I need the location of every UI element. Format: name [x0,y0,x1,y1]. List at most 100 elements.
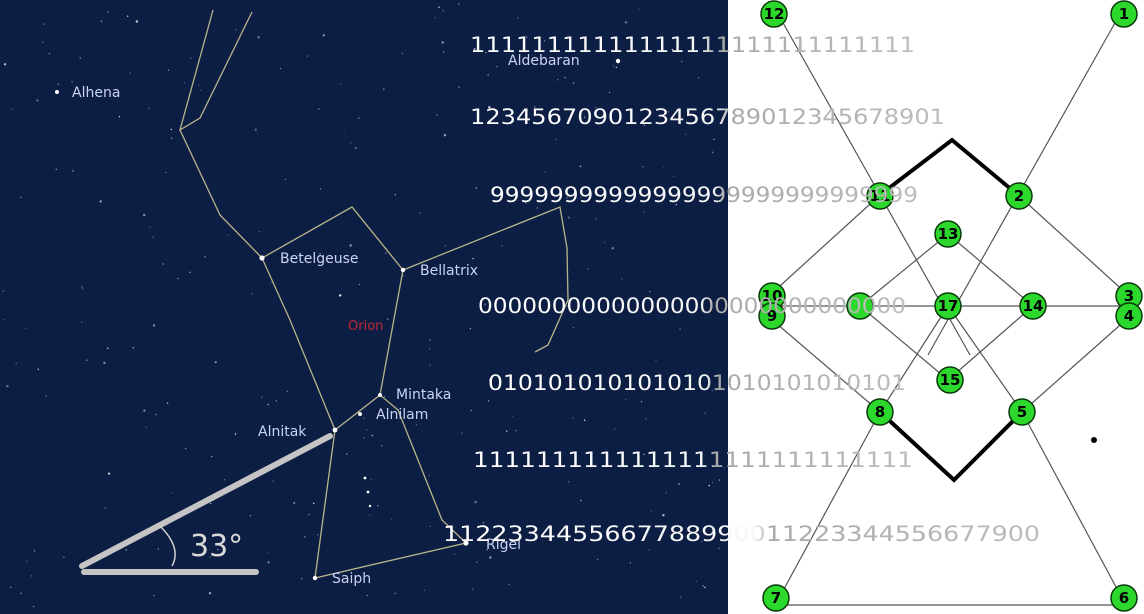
background-star [37,368,39,370]
background-star [33,550,36,552]
background-star [594,106,597,109]
background-star [475,187,477,189]
background-star [251,293,253,295]
background-star [712,151,714,153]
background-star [415,424,417,426]
background-star [424,589,426,591]
graph-node-label: 1 [1119,5,1129,23]
background-star [604,241,606,244]
background-star [317,534,319,536]
background-star [429,525,431,528]
star-alnilam-dot [358,412,362,416]
background-star [572,82,575,84]
background-star [419,212,421,214]
background-star [293,501,296,505]
background-star [286,390,288,392]
background-star [647,198,650,200]
graph-node-7 [762,584,790,612]
background-stars [2,3,726,608]
background-star [428,474,430,477]
background-star [318,440,320,442]
background-star [572,417,574,419]
background-star [32,606,35,608]
background-star [711,389,713,392]
background-star [543,40,546,42]
graph-node-label: 11 [870,187,891,205]
background-star [496,65,498,68]
background-star [611,247,614,250]
background-star [103,361,106,365]
graph-thick-path-top [878,137,1020,197]
star-label-aldebaran: Aldebaran [508,53,580,69]
graph-node-center-left [846,292,874,320]
graph-edge [859,233,949,307]
background-star [214,361,217,364]
background-star [20,196,22,198]
background-star [476,561,478,563]
graph-edge [1021,317,1129,413]
background-star [81,286,83,288]
background-star [579,165,582,167]
background-star [712,481,714,484]
background-star [704,412,706,414]
background-star [349,142,352,144]
background-star [596,558,599,561]
graph-node-12 [760,0,788,28]
background-star [704,586,706,589]
background-star [155,413,157,416]
background-star [695,580,698,583]
background-star [708,484,710,487]
background-star [525,202,527,204]
background-star [718,547,720,549]
graph-node-label: 13 [938,225,959,243]
background-star [483,303,487,306]
background-star [580,499,582,502]
background-star [227,234,229,236]
background-star [458,86,460,88]
graph-node-9 [758,302,786,330]
background-star [227,569,230,573]
graph-edge [879,194,971,356]
background-star [223,479,226,481]
background-star [2,290,5,292]
background-star [702,585,704,587]
background-star [648,549,650,551]
graph-node-11 [866,182,894,210]
background-star [20,592,22,595]
graph-edge [777,13,881,196]
background-star [371,434,373,437]
background-star [143,409,146,412]
background-star [104,507,107,509]
background-star [86,359,88,361]
background-star [3,319,5,321]
star-alhena-dot [55,90,59,94]
background-star [99,200,102,203]
background-star [184,447,187,450]
background-star [107,347,109,349]
graph-edge [947,233,1034,307]
background-star [209,556,211,558]
background-star [526,36,528,38]
background-star [595,218,597,220]
background-star [443,51,445,53]
background-star [152,324,156,327]
background-star [428,348,431,350]
graph-thick-path-bottom [878,410,1024,483]
star-label-bellatrix: Bellatrix [420,263,478,279]
background-star [42,41,44,43]
background-star [313,502,315,504]
background-star [566,197,569,199]
background-star [322,34,325,37]
background-star [45,395,47,397]
background-star [81,321,83,324]
background-star [363,417,365,420]
graph-node-label: 10 [762,287,783,305]
graph-node-label: 12 [764,5,785,23]
background-star [148,107,150,110]
node-graph-diagram: 12 1 2 13 10 9 11 17 14 3 4 15 8 5 7 6 [728,0,1144,614]
background-star [267,561,270,564]
graph-node-label: 2 [1014,187,1024,205]
background-star [377,505,379,507]
background-star [701,540,703,542]
background-star [369,514,371,516]
